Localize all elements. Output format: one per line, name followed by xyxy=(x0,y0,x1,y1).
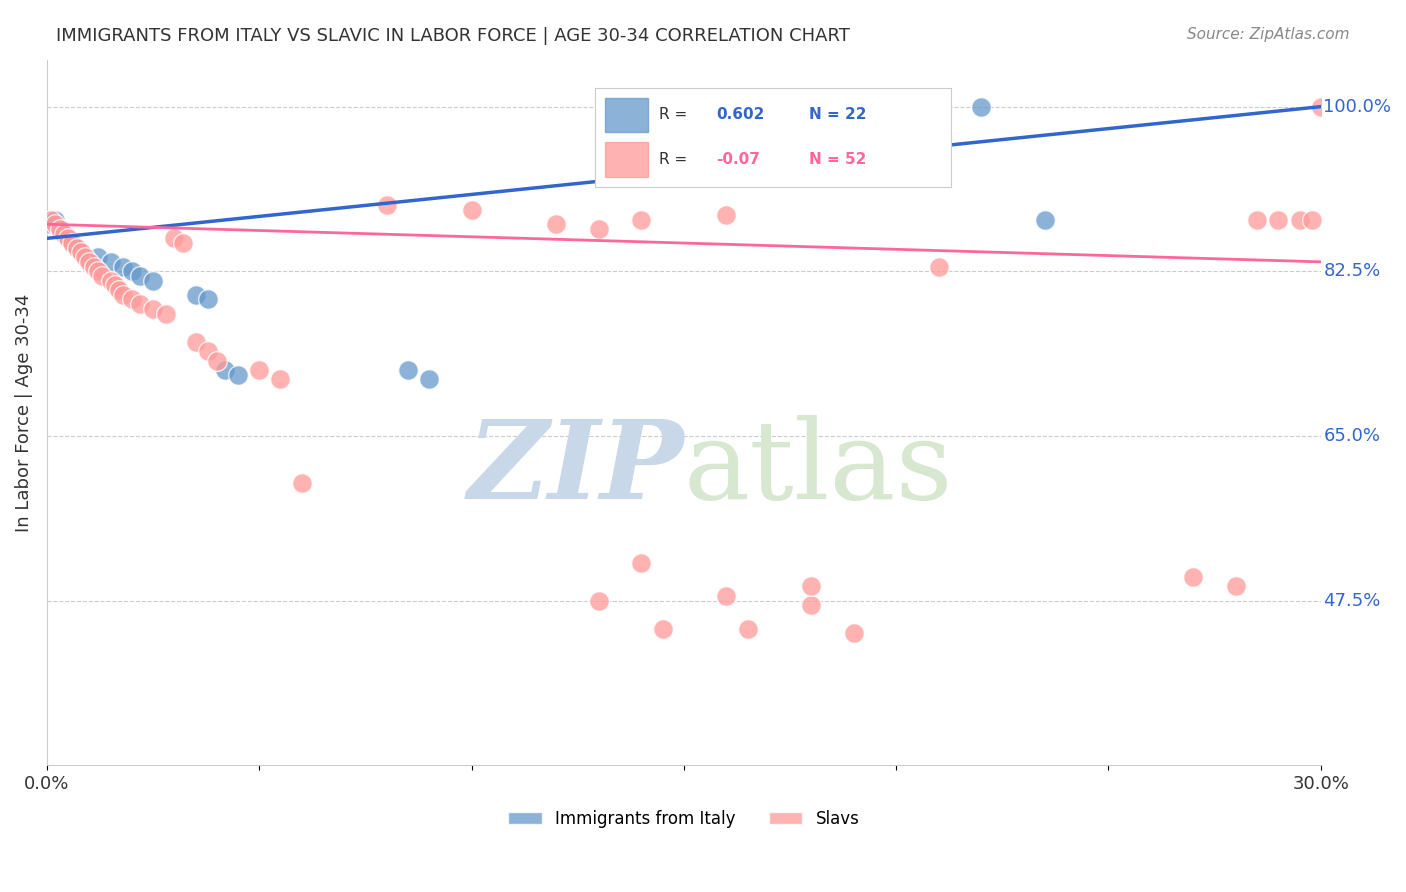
Point xyxy=(60,235,83,250)
Point xyxy=(112,260,135,274)
Text: 47.5%: 47.5% xyxy=(1323,591,1381,609)
Text: 100.0%: 100.0% xyxy=(1323,97,1392,116)
Text: 82.5%: 82.5% xyxy=(1323,262,1381,280)
Point xyxy=(1225,579,1247,593)
Text: atlas: atlas xyxy=(683,416,953,523)
Point xyxy=(112,287,135,301)
Point xyxy=(56,231,79,245)
Point xyxy=(44,212,66,227)
Point xyxy=(83,260,105,274)
Point xyxy=(155,307,177,321)
Point xyxy=(863,100,886,114)
Point xyxy=(205,353,228,368)
Point xyxy=(396,363,419,377)
Point xyxy=(184,334,207,349)
Point xyxy=(1033,212,1056,227)
Point xyxy=(65,241,87,255)
Point xyxy=(121,264,143,278)
Point xyxy=(100,255,122,269)
Point xyxy=(269,372,291,386)
Point xyxy=(1288,212,1310,227)
Point xyxy=(39,217,62,231)
Point xyxy=(1267,212,1289,227)
Point xyxy=(226,368,249,382)
Point xyxy=(184,287,207,301)
Point xyxy=(291,475,314,490)
Text: 65.0%: 65.0% xyxy=(1323,427,1381,445)
Point xyxy=(418,372,440,386)
Point xyxy=(52,227,75,241)
Point xyxy=(197,293,219,307)
Point xyxy=(716,208,738,222)
Point xyxy=(52,227,75,241)
Point xyxy=(546,217,568,231)
Point xyxy=(1309,100,1331,114)
Text: ZIP: ZIP xyxy=(467,415,683,523)
Text: IMMIGRANTS FROM ITALY VS SLAVIC IN LABOR FORCE | AGE 30-34 CORRELATION CHART: IMMIGRANTS FROM ITALY VS SLAVIC IN LABOR… xyxy=(56,27,851,45)
Point xyxy=(100,274,122,288)
Point xyxy=(87,250,110,264)
Point xyxy=(91,268,114,283)
Point xyxy=(108,283,131,297)
Point xyxy=(87,264,110,278)
Point xyxy=(800,579,823,593)
Point xyxy=(247,363,270,377)
Point xyxy=(1301,212,1323,227)
Point xyxy=(121,293,143,307)
Point xyxy=(737,622,759,636)
Point xyxy=(800,599,823,613)
Point xyxy=(460,203,482,218)
Point xyxy=(375,198,398,212)
Point xyxy=(39,212,62,227)
Point xyxy=(630,212,652,227)
Point xyxy=(104,278,127,293)
Point xyxy=(75,250,97,264)
Point xyxy=(163,231,186,245)
Point xyxy=(172,235,194,250)
Point xyxy=(142,274,165,288)
Y-axis label: In Labor Force | Age 30-34: In Labor Force | Age 30-34 xyxy=(15,293,32,532)
Text: Source: ZipAtlas.com: Source: ZipAtlas.com xyxy=(1187,27,1350,42)
Point xyxy=(197,344,219,359)
Point xyxy=(48,222,70,236)
Point xyxy=(129,268,152,283)
Point xyxy=(651,622,673,636)
Point xyxy=(44,217,66,231)
Legend: Immigrants from Italy, Slavs: Immigrants from Italy, Slavs xyxy=(502,803,866,834)
Point xyxy=(60,235,83,250)
Point xyxy=(70,245,93,260)
Point xyxy=(70,245,93,260)
Point xyxy=(588,222,610,236)
Point xyxy=(214,363,236,377)
Point xyxy=(630,556,652,570)
Point xyxy=(928,260,950,274)
Point xyxy=(842,626,865,640)
Point xyxy=(716,589,738,603)
Point xyxy=(79,255,101,269)
Point xyxy=(48,222,70,236)
Point xyxy=(970,100,993,114)
Point xyxy=(129,297,152,311)
Point xyxy=(142,301,165,316)
Point xyxy=(56,231,79,245)
Point xyxy=(65,241,87,255)
Point xyxy=(1246,212,1268,227)
Point xyxy=(1182,570,1205,584)
Point xyxy=(588,593,610,607)
